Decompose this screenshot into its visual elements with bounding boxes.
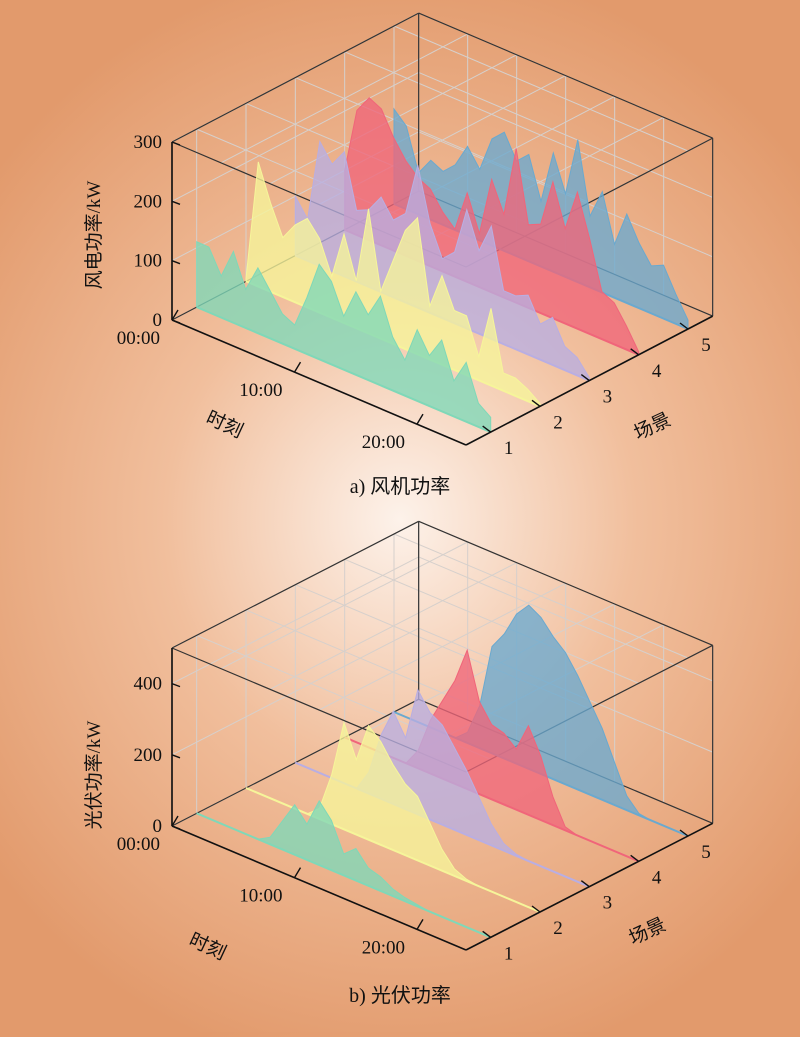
x-tick-label: 10:00 — [239, 886, 282, 907]
y-tick-mark — [171, 260, 181, 265]
z-tick-label: 4 — [652, 867, 662, 888]
z-tick-label: 3 — [603, 387, 613, 408]
y-axis-label: 风电功率/kW — [83, 181, 105, 290]
z-tick-mark — [531, 905, 541, 913]
chart-1-series-3-area — [294, 139, 590, 382]
scenario-axis-line — [465, 822, 714, 951]
x-tick-mark — [171, 815, 179, 827]
chart-caption: a) 风机功率 — [350, 475, 451, 498]
x-tick-mark — [171, 309, 179, 321]
z-axis-label: 场景 — [626, 914, 670, 950]
z-tick-mark — [679, 322, 689, 330]
z-tick-mark — [580, 373, 590, 382]
z-tick-label: 5 — [701, 842, 711, 863]
x-tick-label: 00:00 — [117, 834, 160, 855]
chart-1-series-1-area — [196, 241, 492, 433]
z-tick-label: 1 — [504, 438, 514, 459]
frame-edge — [418, 520, 713, 646]
x-axis-label: 时刻 — [203, 407, 247, 443]
y-tick-label: 400 — [134, 674, 163, 695]
gridline — [393, 25, 689, 152]
z-tick-label: 5 — [701, 335, 711, 356]
z-tick-mark — [580, 880, 590, 888]
frame-edge — [418, 12, 713, 139]
z-tick-mark — [630, 854, 640, 862]
z-tick-label: 3 — [603, 893, 613, 914]
frame-edge — [171, 520, 419, 649]
y-tick-mark — [171, 682, 181, 688]
z-axis-label: 场景 — [631, 409, 675, 445]
z-tick-mark — [482, 425, 492, 433]
chart-1-axes — [171, 141, 714, 446]
z-tick-mark — [679, 829, 689, 837]
z-tick-mark — [531, 399, 541, 407]
chart-1-series-5-area — [393, 107, 689, 330]
y-tick-label: 100 — [134, 251, 163, 272]
x-axis-label: 时刻 — [186, 929, 230, 965]
x-tick-mark — [416, 918, 424, 930]
y-tick-mark — [171, 141, 181, 146]
z-tick-label: 1 — [504, 943, 514, 964]
chart-1-series-1-baseline — [196, 306, 492, 434]
chart-2-axes — [171, 648, 714, 951]
x-tick-label: 10:00 — [239, 380, 282, 401]
y-tick-label: 200 — [134, 191, 163, 212]
x-tick-label: 20:00 — [362, 432, 405, 453]
x-tick-mark — [293, 867, 302, 879]
chart-caption: b) 光伏功率 — [349, 984, 451, 1007]
z-tick-label: 4 — [652, 361, 662, 382]
y-tick-label: 200 — [134, 745, 163, 766]
chart-1-series-2-area — [245, 161, 541, 408]
x-tick-mark — [293, 361, 302, 373]
x-tick-mark — [416, 413, 424, 425]
z-tick-label: 2 — [553, 918, 563, 939]
y-tick-label: 0 — [153, 310, 163, 331]
y-tick-label: 300 — [134, 132, 163, 153]
scenario-axis-line — [465, 315, 714, 446]
y-tick-mark — [171, 825, 181, 830]
y-tick-label: 0 — [153, 816, 163, 837]
y-axis-label: 光伏功率/kW — [83, 721, 105, 830]
chart-2-series-1-baseline — [196, 812, 492, 939]
y-tick-mark — [171, 319, 181, 324]
z-tick-mark — [482, 930, 492, 938]
gridline — [393, 533, 689, 659]
x-tick-label: 00:00 — [117, 328, 160, 349]
y-tick-mark — [171, 754, 181, 759]
frame-edge — [171, 12, 419, 143]
z-tick-mark — [630, 348, 640, 356]
y-tick-mark — [171, 200, 181, 205]
z-tick-label: 2 — [553, 412, 563, 433]
x-tick-label: 20:00 — [362, 937, 405, 958]
